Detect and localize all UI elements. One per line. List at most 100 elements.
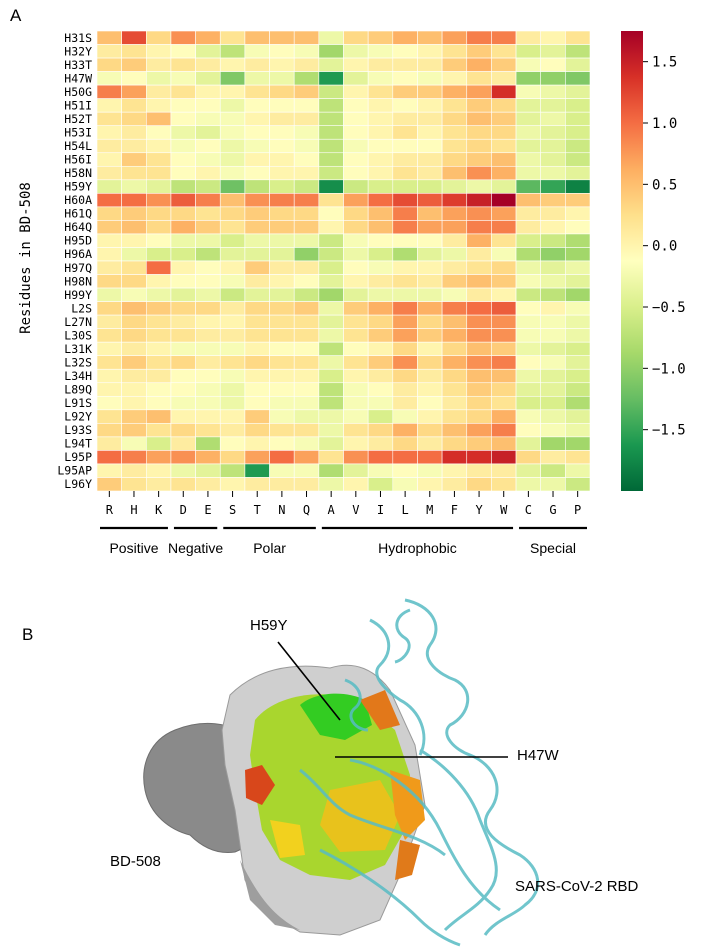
heatmap-cell (343, 395, 369, 411)
heatmap-cell (219, 423, 246, 438)
heatmap-cell (121, 382, 147, 397)
heatmap-cell (515, 30, 541, 45)
heatmap-cell (417, 436, 443, 451)
heatmap-cell (293, 355, 320, 370)
heatmap-cell (195, 44, 221, 59)
heatmap-cell (170, 287, 196, 302)
heatmap-cell (269, 206, 295, 221)
heatmap-cell (565, 193, 591, 208)
heatmap-cell (441, 450, 468, 465)
heatmap-cell (466, 125, 492, 140)
heatmap-cell (318, 423, 344, 438)
heatmap-cell (466, 111, 492, 127)
heatmap-cell (343, 477, 369, 492)
heatmap-cell (195, 436, 221, 451)
heatmap-cell (343, 220, 369, 235)
heatmap-cell (146, 44, 172, 59)
heatmap-cell (219, 368, 246, 384)
heatmap-cell (343, 111, 369, 127)
heatmap-cell (219, 382, 246, 397)
heatmap-cell (491, 57, 517, 72)
heatmap-cell (491, 179, 517, 194)
row-label: H99Y (64, 288, 92, 302)
heatmap-cell (170, 111, 196, 127)
heatmap-cell (146, 179, 172, 194)
heatmap-cell (367, 220, 394, 235)
column-label: S (229, 503, 236, 517)
heatmap-cell (367, 71, 394, 86)
row-label: L93S (64, 423, 92, 437)
heatmap-cell (491, 436, 517, 451)
heatmap-cell (96, 71, 122, 86)
row-label: H32Y (64, 44, 92, 58)
heatmap-cell (293, 206, 320, 221)
heatmap-cell (269, 341, 295, 357)
heatmap-cell (96, 260, 122, 275)
heatmap-cell (318, 220, 344, 235)
heatmap-cell (392, 423, 418, 438)
heatmap-cell (170, 274, 196, 289)
heatmap-cell (491, 423, 517, 438)
column-label: A (328, 503, 336, 517)
heatmap-cell (367, 477, 394, 492)
heatmap-cell (318, 98, 344, 113)
heatmap-cell (540, 152, 566, 167)
heatmap-cell (121, 247, 147, 262)
heatmap-cell (269, 152, 295, 167)
heatmap-cell (219, 395, 246, 411)
heatmap-cell (367, 44, 394, 59)
heatmap-cell (318, 206, 344, 221)
heatmap-cell (244, 301, 270, 316)
heatmap-cell (441, 328, 468, 343)
heatmap-cell (392, 368, 418, 384)
heatmap-cell (466, 477, 492, 492)
heatmap-cell (121, 44, 147, 59)
heatmap-cell (269, 84, 295, 99)
heatmap-cell (318, 368, 344, 384)
heatmap-cell (244, 355, 270, 370)
heatmap-cell (318, 436, 344, 451)
heatmap-cell (540, 463, 566, 478)
heatmap-cell (441, 111, 468, 127)
heatmap-cell (219, 57, 246, 72)
column-label: W (500, 503, 508, 517)
heatmap-cell (269, 193, 295, 208)
heatmap-cell (540, 206, 566, 221)
heatmap-cell (219, 111, 246, 127)
heatmap-cell (146, 260, 172, 275)
row-label: L2S (71, 301, 92, 315)
heatmap-cell (96, 233, 122, 248)
heatmap-cell (318, 125, 344, 140)
heatmap-cell (318, 409, 344, 424)
heatmap-cell (540, 301, 566, 316)
heatmap-cell (540, 368, 566, 384)
heatmap-cell (466, 71, 492, 86)
heatmap-cells (96, 30, 591, 492)
heatmap-cell (466, 287, 492, 302)
heatmap-cell (293, 409, 320, 424)
heatmap-cell (565, 30, 591, 45)
heatmap-cell (121, 260, 147, 275)
heatmap-cell (269, 165, 295, 181)
heatmap-cell (318, 57, 344, 72)
heatmap-cell (96, 409, 122, 424)
heatmap-cell (441, 152, 468, 167)
heatmap-cell (244, 436, 270, 451)
heatmap-cell (170, 314, 196, 329)
heatmap-cell (392, 165, 418, 181)
heatmap-cell (96, 57, 122, 72)
heatmap-cell (565, 341, 591, 357)
heatmap-cell (121, 450, 147, 465)
heatmap-cell (293, 247, 320, 262)
heatmap-cell (170, 368, 196, 384)
heatmap-cell (219, 274, 246, 289)
heatmap-cell (244, 111, 270, 127)
heatmap-cell (121, 436, 147, 451)
heatmap-cell (392, 111, 418, 127)
heatmap-cell (146, 125, 172, 140)
heatmap-cell (146, 84, 172, 99)
heatmap-cell (367, 247, 394, 262)
heatmap-cell (515, 247, 541, 262)
heatmap-cell (491, 233, 517, 248)
heatmap-cell (565, 450, 591, 465)
